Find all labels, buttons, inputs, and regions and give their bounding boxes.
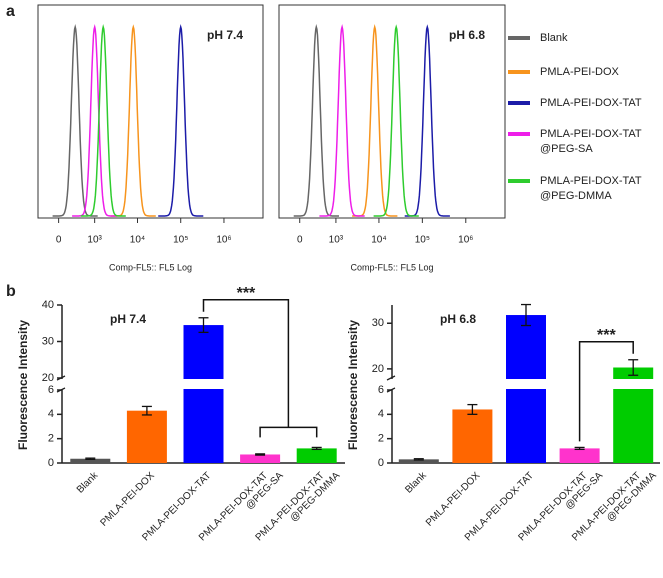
significance-label: *** [597,327,616,344]
legend-label: PMLA-PEI-DOX-TAT [540,175,642,187]
y-tick-label: 6 [378,384,384,396]
break-mark [56,375,66,381]
bar [452,409,493,463]
y-tick-label: 6 [48,384,54,396]
histogram-curve [293,24,339,217]
chart-title: pH 7.4 [110,312,146,326]
x-tick-label: PMLA-PEI-DOX [98,470,157,529]
histogram-curve [80,24,126,217]
y-tick-label: 40 [42,299,54,311]
bar [296,448,337,463]
histogram-curve [110,24,156,217]
x-axis-label: Comp-FL5:: FL5 Log [350,262,433,272]
legend-label: @PEG-DMMA [540,190,612,202]
y-tick-label: 4 [378,408,384,420]
chart-title: pH 6.8 [449,28,485,42]
x-tick-label: 10³ [87,235,102,246]
panel-label: b [6,283,16,300]
bar [240,454,281,463]
x-tick-label: 10³ [329,235,344,246]
axis-break [385,379,660,389]
histogram-curve [352,24,398,217]
x-tick-label: 10⁴ [371,235,386,246]
chart-title: pH 7.4 [207,28,243,42]
y-tick-label: 20 [42,372,54,384]
x-tick-label: 10⁵ [415,235,430,246]
x-tick-label: 10⁶ [216,235,231,246]
bar [506,315,546,463]
y-tick-label: 2 [48,433,54,445]
x-tick-label: Blank [75,470,101,496]
break-mark [386,375,396,381]
x-tick-label: PMLA-PEI-DOX [424,470,483,529]
y-tick-label: 4 [48,408,54,420]
x-tick-label-group: Blank [403,470,429,496]
histogram-curve [373,24,419,217]
bar [183,325,224,463]
x-tick-label: 0 [297,235,303,246]
break-mark [386,387,396,393]
x-axis-label: Comp-FL5:: FL5 Log [109,262,192,272]
y-tick-label: 20 [372,363,384,375]
y-axis-label: Fluorescence Intensity [346,320,360,450]
significance-bracket [578,341,634,442]
y-tick-label: 0 [378,457,384,469]
y-tick-label: 30 [372,317,384,329]
bar [559,448,600,463]
y-tick-label: 0 [48,457,54,469]
x-tick-label: Blank [403,470,429,496]
significance-bracket [259,426,318,438]
panel-label: a [6,3,15,20]
histogram-curve [158,24,204,217]
legend-label: PMLA-PEI-DOX [540,66,620,78]
histogram-curve [72,24,118,217]
x-tick-label: 10⁶ [458,235,473,246]
histogram-curve [404,24,450,217]
x-tick-label-group: PMLA-PEI-DOX [98,470,157,529]
chart-title: pH 6.8 [440,312,476,326]
legend-label: @PEG-SA [540,143,593,155]
legend-label: PMLA-PEI-DOX-TAT [540,128,642,140]
legend-label: PMLA-PEI-DOX-TAT [540,97,642,109]
bar [398,459,439,463]
y-tick-label: 2 [378,433,384,445]
axis-break [55,379,345,389]
y-axis-label: Fluorescence Intensity [16,320,30,450]
bar [70,458,111,463]
legend-label: Blank [540,32,568,44]
plot-frame [37,4,264,219]
histogram-curve [319,24,365,217]
break-mark [56,387,66,393]
x-tick-label: 0 [56,235,62,246]
y-tick-label: 30 [42,335,54,347]
significance-label: *** [237,285,256,302]
x-tick-label-group: Blank [75,470,101,496]
bar [126,410,167,463]
plot-frame [278,4,506,219]
x-tick-label: 10⁵ [173,235,188,246]
x-tick-label: 10⁴ [130,235,145,246]
x-tick-label-group: PMLA-PEI-DOX [424,470,483,529]
significance-bracket [202,299,290,428]
